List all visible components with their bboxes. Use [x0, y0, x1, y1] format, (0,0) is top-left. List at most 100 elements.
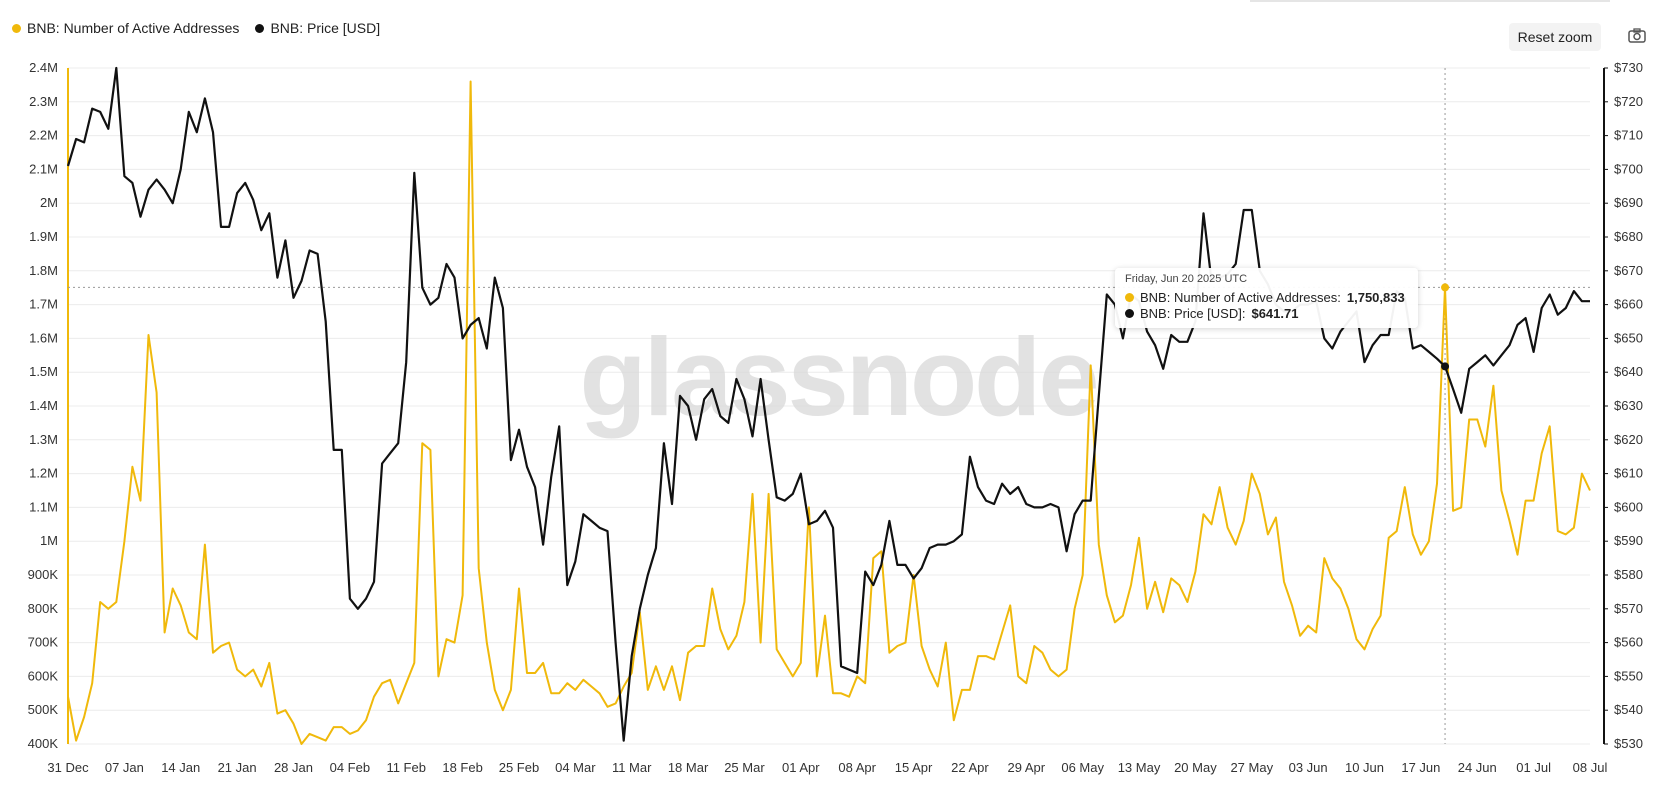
x-tick-label: 08 Apr: [838, 760, 876, 775]
y-right-tick-label: $550: [1614, 668, 1643, 683]
reset-zoom-button[interactable]: Reset zoom: [1509, 23, 1601, 51]
x-tick-label: 07 Jan: [105, 760, 144, 775]
hover-point-addresses: [1441, 283, 1450, 292]
y-right-tick-label: $580: [1614, 567, 1643, 582]
y-right-tick-label: $660: [1614, 297, 1643, 312]
y-axis-left: 400K 500K 600K 700K 800K 900K 1M 1.1M 1.2M 1.3M 1.…: [28, 60, 69, 751]
y-right-tick-label: $630: [1614, 398, 1643, 413]
y-left-tick-label: 1.9M: [29, 229, 58, 244]
y-right-tick-label: $670: [1614, 263, 1643, 278]
y-left-tick-label: 1.3M: [29, 432, 58, 447]
tooltip-price-value: $641.71: [1251, 306, 1299, 321]
y-right-tick-label: $610: [1614, 466, 1643, 481]
y-right-tick-label: $680: [1614, 229, 1643, 244]
tooltip: Friday, Jun 20 2025 UTC BNB: Number of A…: [1115, 268, 1418, 328]
hover-point-price: [1441, 362, 1450, 371]
y-left-tick-label: 1.8M: [29, 263, 58, 278]
watermark: glassnode: [579, 316, 1096, 439]
y-left-tick-label: 2.2M: [29, 128, 58, 143]
y-right-tick-label: $690: [1614, 195, 1643, 210]
x-tick-label: 31 Dec: [47, 760, 89, 775]
series-line-price: [66, 66, 1590, 742]
x-tick-label: 17 Jun: [1401, 760, 1440, 775]
y-right-tick-label: $700: [1614, 161, 1643, 176]
tooltip-price-label: BNB: Price [USD]:: [1140, 306, 1246, 321]
x-tick-label: 18 Mar: [668, 760, 709, 775]
x-tick-label: 08 Jul: [1573, 760, 1608, 775]
y-left-tick-label: 2.4M: [29, 60, 58, 75]
grid-lines: [68, 67, 1590, 745]
x-tick-label: 11 Mar: [612, 760, 652, 775]
x-tick-label: 29 Apr: [1007, 760, 1045, 775]
x-tick-label: 11 Feb: [386, 760, 426, 775]
tooltip-addresses-label: BNB: Number of Active Addresses:: [1140, 290, 1341, 305]
legend-addresses-label: BNB: Number of Active Addresses: [27, 20, 240, 36]
series-lines: [66, 66, 1591, 745]
top-border-line: [1250, 0, 1610, 2]
y-right-tick-label: $720: [1614, 94, 1643, 109]
series-line-active-addresses: [67, 80, 1591, 745]
y-left-tick-label: 1.7M: [29, 297, 58, 312]
legend-item-addresses[interactable]: BNB: Number of Active Addresses: [12, 20, 239, 36]
x-tick-label: 20 May: [1174, 760, 1217, 775]
x-tick-label: 03 Jun: [1289, 760, 1328, 775]
tooltip-addresses-marker: [1125, 293, 1134, 302]
y-left-tick-label: 2.1M: [29, 161, 58, 176]
x-tick-label: 25 Feb: [499, 760, 539, 775]
tooltip-price-marker: [1125, 309, 1134, 318]
y-left-tick-label: 700K: [28, 635, 59, 650]
y-right-tick-label: $600: [1614, 499, 1643, 514]
y-left-tick-label: 500K: [28, 702, 59, 717]
tooltip-addresses-value: 1,750,833: [1346, 290, 1405, 305]
x-tick-label: 13 May: [1118, 760, 1161, 775]
legend-price-marker: [255, 23, 265, 33]
y-right-tick-label: $540: [1614, 702, 1643, 717]
y-left-tick-label: 2M: [40, 195, 58, 210]
x-axis: 31 Dec 07 Jan 14 Jan 21 Jan 28 Jan 04 Feb 11 F…: [47, 760, 1607, 775]
tooltip-date: Friday, Jun 20 2025 UTC: [1125, 273, 1248, 285]
y-left-tick-label: 1.6M: [29, 330, 58, 345]
y-right-tick-label: $730: [1614, 60, 1643, 75]
y-right-tick-label: $530: [1614, 736, 1643, 751]
y-left-tick-label: 2.3M: [29, 94, 58, 109]
y-right-tick-label: $560: [1614, 635, 1643, 650]
legend-price-label: BNB: Price [USD]: [270, 20, 381, 36]
x-tick-label: 24 Jun: [1458, 760, 1497, 775]
legend: BNB: Number of Active Addresses BNB: Pri…: [12, 20, 380, 36]
y-left-tick-label: 1.5M: [29, 364, 58, 379]
x-tick-label: 01 Jul: [1516, 760, 1551, 775]
y-left-tick-label: 400K: [28, 736, 59, 751]
x-tick-label: 06 May: [1061, 760, 1104, 775]
y-left-tick-label: 1.1M: [29, 499, 58, 514]
y-right-tick-label: $650: [1614, 330, 1643, 345]
x-tick-label: 04 Mar: [555, 760, 596, 775]
y-right-tick-label: $620: [1614, 432, 1643, 447]
y-right-tick-label: $640: [1614, 364, 1643, 379]
x-tick-label: 15 Apr: [895, 760, 933, 775]
x-tick-label: 01 Apr: [782, 760, 820, 775]
x-tick-label: 14 Jan: [161, 760, 200, 775]
camera-icon[interactable]: [1627, 26, 1647, 46]
x-tick-label: 27 May: [1230, 760, 1273, 775]
y-right-tick-label: $710: [1614, 128, 1643, 143]
y-left-tick-label: 1M: [40, 533, 58, 548]
x-tick-label: 21 Jan: [218, 760, 257, 775]
tooltip-row-price: BNB: Price [USD]: $641.71: [1125, 306, 1298, 321]
x-tick-label: 10 Jun: [1345, 760, 1384, 775]
x-tick-label: 04 Feb: [330, 760, 370, 775]
y-left-tick-label: 1.2M: [29, 466, 58, 481]
legend-item-price[interactable]: BNB: Price [USD]: [255, 20, 380, 36]
y-left-tick-label: 600K: [28, 668, 59, 683]
y-left-tick-label: 1.4M: [29, 398, 58, 413]
y-right-tick-label: $570: [1614, 601, 1643, 616]
legend-addresses-marker: [12, 23, 21, 33]
y-right-tick-label: $590: [1614, 533, 1643, 548]
y-left-tick-label: 900K: [28, 567, 59, 582]
x-tick-label: 28 Jan: [274, 760, 313, 775]
tooltip-row-addresses: BNB: Number of Active Addresses: 1,750,8…: [1125, 290, 1405, 305]
x-tick-label: 25 Mar: [724, 760, 765, 775]
y-left-tick-label: 800K: [28, 601, 59, 616]
x-tick-label: 18 Feb: [442, 760, 482, 775]
x-tick-label: 22 Apr: [951, 760, 989, 775]
